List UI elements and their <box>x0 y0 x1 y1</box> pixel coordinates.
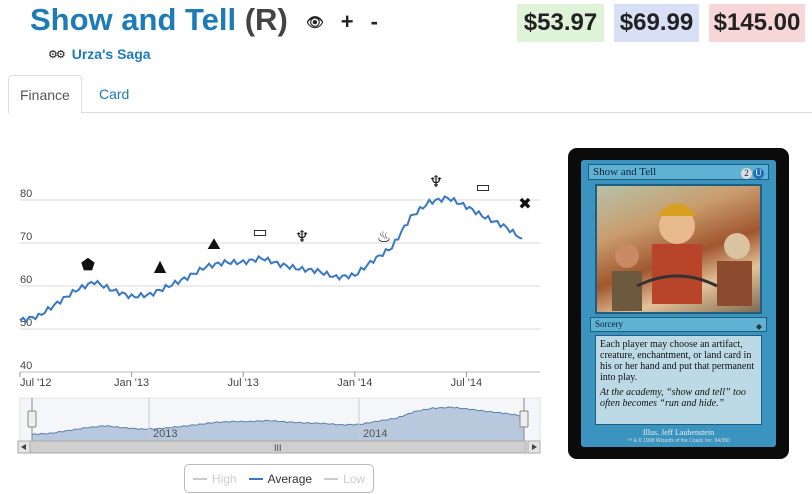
navigator-label-2014: 2014 <box>363 428 387 440</box>
card-type: Sorcery <box>595 319 623 329</box>
set-symbol-dgm-icon[interactable]: ⛰ <box>207 234 221 253</box>
mana-generic: 2 <box>741 168 752 179</box>
card-art-picture <box>612 203 752 311</box>
set-symbol-icon: ◆ <box>755 322 762 331</box>
navigator-handle-left[interactable] <box>27 410 37 428</box>
tab-finance[interactable]: Finance <box>8 75 82 114</box>
y-tick-label: 70 <box>20 231 32 243</box>
y-tick-label: 80 <box>20 188 32 200</box>
navigator-label-2013: 2013 <box>153 428 177 440</box>
chart-legend: High Average Low <box>184 464 374 493</box>
add-button[interactable]: + <box>340 9 354 34</box>
price-high: $145.00 <box>709 4 805 42</box>
flavor-text: At the academy, “show and tell” too ofte… <box>600 387 746 409</box>
navigator-area <box>31 406 525 442</box>
set-symbol-gtc-icon[interactable]: ▲ <box>154 256 167 275</box>
x-tick-label: Jul '14 <box>451 377 482 389</box>
remove-button[interactable]: - <box>370 9 378 34</box>
price-mid: $69.99 <box>614 4 699 42</box>
y-tick-label: 60 <box>20 274 32 286</box>
illustrator: Illus. Jeff Laubenstein <box>642 428 715 437</box>
card-image-name: Show and Tell <box>593 166 657 178</box>
scrollbar[interactable]: III <box>17 440 541 454</box>
card-art <box>595 184 762 314</box>
y-tick-label: 50 <box>20 317 32 329</box>
set-symbol-ktk-icon[interactable]: ✖ <box>518 194 531 213</box>
mana-blue-icon: U <box>753 168 764 179</box>
set-release-markers: ⬟ ▲ ⛰ ▭ ♆ ♨ ♆ ▭ ✖ <box>81 172 532 275</box>
x-tick-label: Jul '12 <box>20 377 51 389</box>
rules-text: Each player may choose an artifact, crea… <box>600 339 755 383</box>
legend-high[interactable]: High <box>192 472 237 486</box>
chart-grid <box>20 199 540 373</box>
scrollbar-grip-icon: III <box>274 443 282 453</box>
copyright: ™ & © 1998 Wizards of the Coast, Inc. 94… <box>627 438 730 444</box>
navigator: 2013 2014 <box>19 397 541 442</box>
average-series-line <box>19 195 523 324</box>
tab-card[interactable]: Card <box>99 86 130 102</box>
y-axis-ticks: 40 50 60 70 80 <box>20 188 32 372</box>
eye-icon[interactable]: 👁 <box>306 14 324 30</box>
x-axis-ticks: Jul '12 Jan '13 Jul '13 Jan '14 Jul '14 <box>19 372 482 389</box>
set-symbol-bng-icon[interactable]: ♨ <box>377 227 391 246</box>
arrow-left-icon <box>21 444 26 450</box>
x-tick-label: Jan '13 <box>114 377 149 389</box>
x-tick-label: Jul '13 <box>227 377 258 389</box>
card-title: Show and Tell (R) <box>30 2 288 38</box>
card-text-box: Each player may choose an artifact, crea… <box>595 335 762 425</box>
price-low: $53.97 <box>517 4 604 42</box>
card-name: Show and Tell <box>30 2 237 37</box>
set-symbol-m15-icon[interactable]: ▭ <box>475 177 490 196</box>
set-symbol-jou-icon[interactable]: ♆ <box>429 172 443 191</box>
set-line: ⚙⚙ Urza's Saga <box>48 46 151 62</box>
set-symbol-ths-icon[interactable]: ♆ <box>295 227 309 246</box>
tab-bar: Finance Card <box>8 75 812 114</box>
gears-icon: ⚙⚙ <box>48 48 66 61</box>
legend-average[interactable]: Average <box>248 472 312 486</box>
legend-low[interactable]: Low <box>324 472 365 486</box>
x-tick-label: Jan '14 <box>337 377 372 389</box>
card-type-line: Sorcery ◆ <box>590 317 767 332</box>
title-actions: 👁 + - <box>306 10 378 34</box>
set-link[interactable]: Urza's Saga <box>71 46 151 62</box>
set-symbol-m14-icon[interactable]: ▭ <box>252 222 267 241</box>
set-symbol-rtr-icon[interactable]: ⬟ <box>81 255 95 274</box>
navigator-handle-right[interactable] <box>519 410 529 428</box>
arrow-right-icon <box>532 444 537 450</box>
y-tick-label: 40 <box>20 360 32 372</box>
rarity-label: (R) <box>244 2 288 37</box>
